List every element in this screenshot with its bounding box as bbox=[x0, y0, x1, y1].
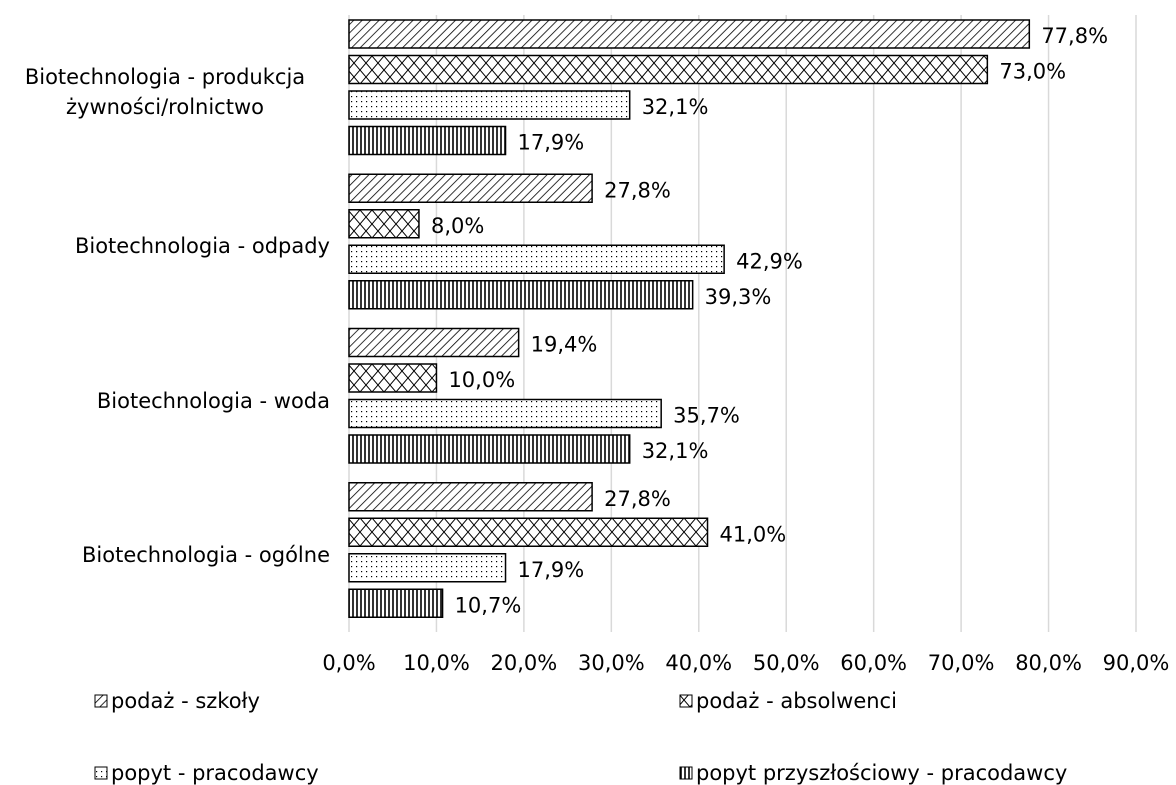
bar bbox=[348, 244, 725, 274]
value-label: 39,3% bbox=[705, 285, 772, 309]
value-label: 42,9% bbox=[736, 249, 803, 273]
x-tick-label: 90,0% bbox=[1103, 651, 1170, 675]
bar bbox=[348, 280, 694, 310]
x-tick-label: 60,0% bbox=[840, 651, 907, 675]
bar bbox=[348, 434, 631, 464]
legend-swatch bbox=[94, 694, 108, 708]
value-label: 10,0% bbox=[448, 368, 515, 392]
legend-swatch bbox=[679, 766, 693, 780]
bar bbox=[348, 553, 507, 583]
value-label: 32,1% bbox=[642, 439, 709, 463]
value-label: 17,9% bbox=[518, 131, 585, 155]
value-label: 8,0% bbox=[431, 214, 484, 238]
bar bbox=[348, 125, 507, 156]
bar bbox=[348, 517, 709, 547]
bar bbox=[348, 327, 520, 358]
legend-swatch bbox=[679, 694, 693, 708]
bar bbox=[348, 209, 420, 239]
x-tick-label: 20,0% bbox=[491, 651, 558, 675]
bar bbox=[348, 90, 631, 120]
value-label: 41,0% bbox=[720, 522, 787, 546]
bar bbox=[348, 173, 593, 203]
bar bbox=[348, 588, 444, 618]
value-label: 73,0% bbox=[999, 60, 1066, 84]
x-tick-label: 30,0% bbox=[578, 651, 645, 675]
value-label: 19,4% bbox=[531, 333, 598, 357]
y-tick-text: Biotechnologia - produkcja żywności/roln… bbox=[24, 65, 306, 120]
legend-label: popyt - pracodawcy bbox=[111, 761, 319, 785]
bar bbox=[348, 482, 593, 512]
x-tick-label: 80,0% bbox=[1015, 651, 1082, 675]
y-tick-text: Biotechnologia - ogólne bbox=[82, 542, 330, 567]
legend-label: podaż - absolwenci bbox=[696, 689, 897, 713]
x-tick-label: 40,0% bbox=[665, 651, 732, 675]
y-tick-label: Biotechnologia - woda bbox=[0, 361, 330, 441]
value-label: 17,9% bbox=[518, 558, 585, 582]
bar bbox=[348, 398, 662, 429]
y-tick-label: Biotechnologia - produkcja żywności/roln… bbox=[0, 52, 330, 132]
value-label: 27,8% bbox=[604, 178, 671, 202]
bar bbox=[348, 363, 438, 393]
legend-label: podaż - szkoły bbox=[111, 689, 260, 713]
value-label: 10,7% bbox=[455, 593, 522, 617]
bar bbox=[348, 54, 989, 85]
value-label: 32,1% bbox=[642, 95, 709, 119]
y-tick-label: Biotechnologia - odpady bbox=[0, 206, 330, 286]
x-tick-label: 50,0% bbox=[753, 651, 820, 675]
x-tick-label: 0,0% bbox=[322, 651, 375, 675]
y-tick-text: Biotechnologia - odpady bbox=[74, 234, 330, 259]
y-tick-label: Biotechnologia - ogólne bbox=[0, 515, 330, 595]
x-tick-label: 10,0% bbox=[403, 651, 470, 675]
legend-swatch bbox=[94, 766, 108, 780]
bar bbox=[348, 19, 1031, 49]
x-tick-label: 70,0% bbox=[928, 651, 995, 675]
value-label: 77,8% bbox=[1041, 24, 1108, 48]
y-tick-text: Biotechnologia - woda bbox=[96, 388, 330, 413]
legend-label: popyt przyszłościowy - pracodawcy bbox=[696, 761, 1067, 785]
value-label: 35,7% bbox=[673, 404, 740, 428]
value-label: 27,8% bbox=[604, 487, 671, 511]
